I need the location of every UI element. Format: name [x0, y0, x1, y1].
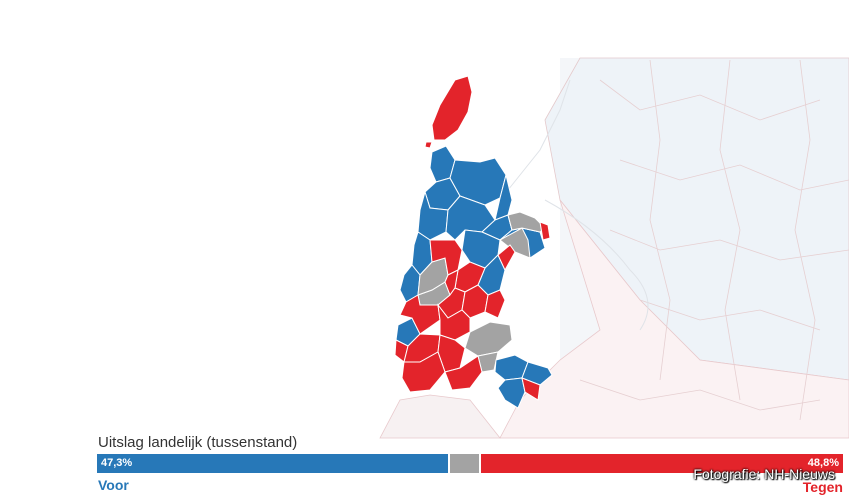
voor-bar: 47,3% — [97, 454, 448, 473]
voor-label: Voor — [98, 477, 129, 493]
blanco-bar — [449, 454, 479, 473]
photo-credit: Fotografie: NH-Nieuws — [693, 466, 835, 482]
noord-holland-municipalities — [394, 75, 553, 409]
tegen-label: Tegen — [802, 479, 843, 495]
background-municipalities — [379, 57, 849, 439]
tegen-percentage: 48,8% — [807, 457, 839, 469]
result-title: Uitslag landelijk (tussenstand) — [98, 434, 298, 451]
voor-percentage: 47,3% — [101, 457, 133, 469]
tegen-bar: 48,8% — [480, 454, 843, 473]
municipality-texel — [431, 75, 473, 141]
